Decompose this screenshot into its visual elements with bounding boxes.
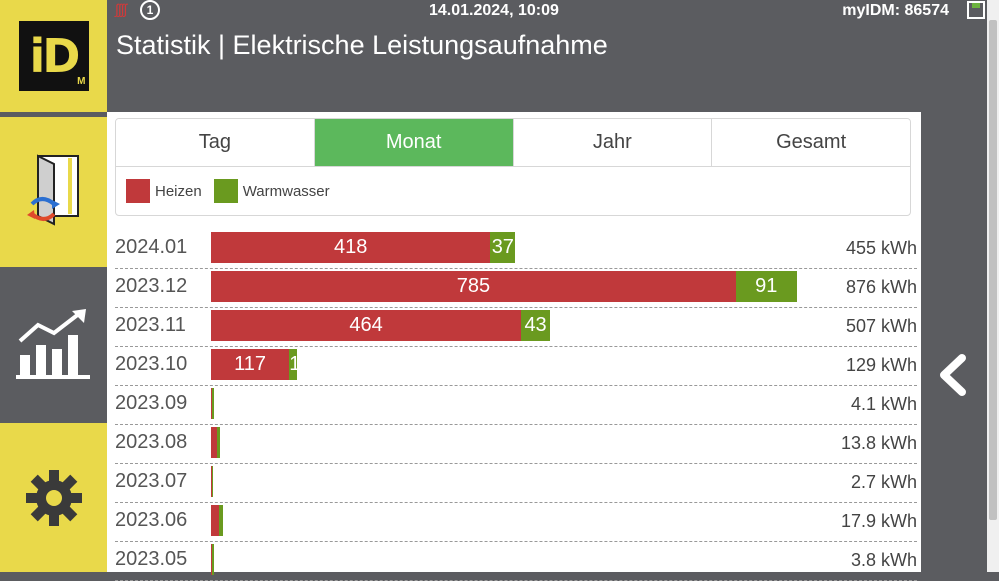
tab-monat[interactable]: Monat [314,119,514,166]
chart-row: 2024.01 418 37 455 kWh [115,230,917,269]
row-total: 129 kWh [845,355,917,375]
scrollbar[interactable] [987,0,999,572]
chevron-left-icon[interactable] [930,350,980,400]
bar-segment-heizen [211,427,217,458]
bar-segment-warmwasser: 1 [289,349,298,380]
legend-swatch [126,179,150,203]
period-tabs: Tag Monat Jahr Gesamt [116,119,910,167]
chart-row: 2023.07 2.7 kWh [115,464,917,503]
bar-segment-heizen [211,505,219,536]
category-label: 2023.05 [115,548,188,570]
sidebar-item-statistics[interactable] [0,272,107,418]
stacked-bar: 117 1 [211,349,298,380]
stacked-bar [211,427,221,458]
logo-icon: iD M [18,21,89,91]
stacked-bar [211,505,223,536]
row-total: 3.8 kWh [850,550,917,570]
row-total: 455 kWh [845,238,917,258]
page-title: Statistik | Elektrische Leistungsaufnahm… [116,30,608,60]
bar-segment-heizen: 464 [211,310,522,341]
chart-legend: Heizen Warmwasser [126,179,342,203]
tab-jahr[interactable]: Jahr [513,119,713,166]
status-datetime: 14.01.2024, 10:09 [429,2,559,19]
bar-segment-heizen: 418 [211,232,491,263]
row-total: 507 kWh [845,316,917,336]
bar-segment-warmwasser: 91 [735,271,797,302]
scrollbar-thumb[interactable] [989,20,997,520]
legend-label: Heizen [155,182,202,200]
category-label: 2023.10 [115,353,188,375]
legend-swatch [213,179,238,203]
bar-segment-warmwasser: 37 [490,232,516,263]
sidebar-item-system[interactable] [0,117,107,267]
chart-row: 2023.06 17.9 kWh [115,503,917,542]
legend-item: Warmwasser [213,179,330,203]
row-total: 876 kWh [845,277,917,297]
legend-label: Warmwasser [242,182,330,200]
sidebar-item-settings[interactable] [0,423,107,572]
category-label: 2023.09 [115,392,188,414]
stacked-bar [211,544,214,575]
status-header: ∫∫∫∫ 1 14.01.2024, 10:09 myIDM: 86574 St… [107,0,987,112]
bar-segment-heizen: 785 [211,271,736,302]
tab-gesamt[interactable]: Gesamt [712,119,910,166]
chart-row: 2023.10 117 1 129 kWh [115,347,917,386]
chart-row: 2023.11 464 43 507 kWh [115,308,917,347]
category-label: 2023.11 [115,314,186,336]
sd-card-icon [967,1,985,19]
consumption-chart: 2024.01 418 37 455 kWh 2023.12 785 91 876 kWh 20… [115,230,917,581]
bar-segment-warmwasser [212,466,213,497]
sidebar: iD M [0,0,107,572]
chart-row: 2023.05 3.8 kWh [115,542,917,581]
bar-segment-warmwasser [216,427,221,458]
bar-segment-warmwasser: 43 [521,310,550,341]
row-total: 13.8 kWh [840,433,917,453]
category-label: 2024.01 [115,236,188,258]
chart-row: 2023.08 13.8 kWh [115,425,917,464]
statistics-panel: Tag Monat Jahr Gesamt Heizen Warmwasser 2024… [107,112,921,581]
category-label: 2023.07 [115,470,188,492]
stacked-bar [211,388,214,419]
stacked-bar: 464 43 [211,310,550,341]
stacked-bar [211,466,213,497]
chart-row: 2023.12 785 91 876 kWh [115,269,917,308]
category-label: 2023.08 [115,431,188,453]
bar-segment-warmwasser [212,544,214,575]
device-id: myIDM: 86574 [842,2,949,19]
heater-icon: ∫∫∫∫ [115,1,127,17]
sidebar-item-home[interactable]: iD M [0,0,107,112]
heatpump-exchange-icon [26,154,79,226]
bar-segment-warmwasser [212,388,214,419]
category-label: 2023.06 [115,509,188,531]
bar-segment-warmwasser [218,505,223,536]
stacked-bar: 418 37 [211,232,516,263]
chart-row: 2023.09 4.1 kWh [115,386,917,425]
tab-tag[interactable]: Tag [116,119,315,166]
bar-segment-heizen [211,544,213,575]
stacked-bar: 785 91 [211,271,797,302]
statistics-chart-icon [15,309,90,379]
legend-item: Heizen [126,179,202,203]
row-total: 2.7 kWh [850,472,917,492]
period-selector: Tag Monat Jahr Gesamt Heizen Warmwasser [115,118,911,216]
row-total: 17.9 kWh [840,511,917,531]
bar-segment-heizen: 117 [211,349,290,380]
category-label: 2023.12 [115,275,188,297]
row-total: 4.1 kWh [850,394,917,414]
notification-count-badge[interactable]: 1 [140,0,160,20]
bar-segment-heizen [211,466,212,497]
bar-segment-heizen [211,388,212,419]
gear-icon [25,469,82,526]
